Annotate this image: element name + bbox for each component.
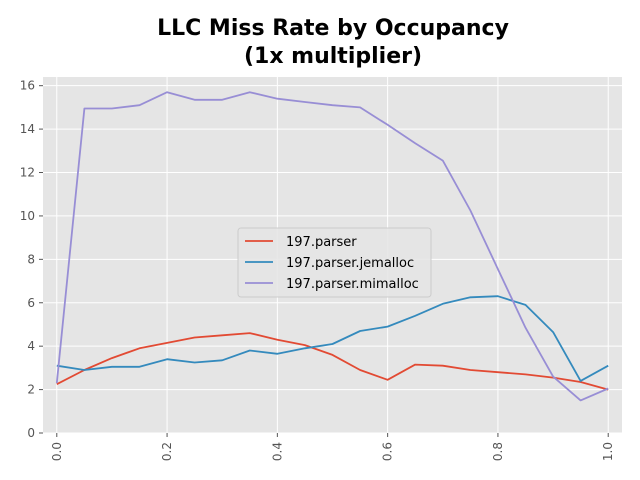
- x-tick-label: 1.0: [601, 442, 615, 461]
- y-tick-label: 4: [27, 339, 35, 353]
- legend-label: 197.parser: [286, 235, 357, 250]
- series-lines: [55, 91, 609, 402]
- y-tick-label: 12: [20, 166, 35, 180]
- chart-subtitle: (1x multiplier): [244, 44, 422, 69]
- y-tick-label: 8: [27, 252, 35, 266]
- legend-label: 197.parser.jemalloc: [286, 256, 414, 271]
- series-line-3: [55, 91, 609, 402]
- legend-box: [237, 227, 432, 298]
- series-line-2: [56, 295, 609, 382]
- grid-lines: [43, 77, 622, 434]
- x-tick-label: 0.2: [160, 442, 174, 461]
- y-tick-label: 2: [27, 383, 35, 397]
- series-line-1: [56, 332, 609, 391]
- legend: 197.parser 197.parser.jemalloc 197.parser.…: [237, 227, 432, 298]
- x-tick-label: 0.0: [50, 442, 64, 461]
- chart-title: LLC Miss Rate by Occupancy: [157, 16, 509, 41]
- legend-label: 197.parser.mimalloc: [286, 277, 419, 292]
- x-axis: 0.0 0.2 0.4 0.6 0.8 1.0: [50, 433, 615, 461]
- y-axis: 0 2 4 6 8 10 12 14 16: [20, 79, 43, 440]
- y-tick-label: 6: [27, 296, 35, 310]
- y-tick-label: 16: [20, 79, 35, 93]
- y-tick-label: 10: [20, 209, 35, 223]
- x-tick-label: 0.6: [381, 442, 395, 461]
- x-tick-label: 0.8: [491, 442, 505, 461]
- x-tick-label: 0.4: [270, 442, 284, 461]
- y-tick-label: 14: [20, 122, 35, 136]
- y-tick-label: 0: [27, 426, 35, 440]
